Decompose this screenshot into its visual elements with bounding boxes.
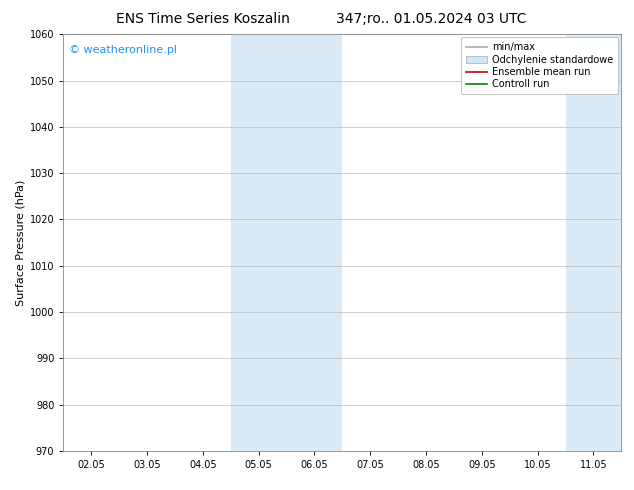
Legend: min/max, Odchylenie standardowe, Ensemble mean run, Controll run: min/max, Odchylenie standardowe, Ensembl… bbox=[461, 37, 618, 94]
Text: © weatheronline.pl: © weatheronline.pl bbox=[69, 45, 177, 55]
Bar bbox=[231, 34, 342, 451]
Y-axis label: Surface Pressure (hPa): Surface Pressure (hPa) bbox=[16, 179, 25, 306]
Bar bbox=[566, 34, 621, 451]
Text: 347;ro.. 01.05.2024 03 UTC: 347;ro.. 01.05.2024 03 UTC bbox=[336, 12, 526, 26]
Text: ENS Time Series Koszalin: ENS Time Series Koszalin bbox=[116, 12, 290, 26]
